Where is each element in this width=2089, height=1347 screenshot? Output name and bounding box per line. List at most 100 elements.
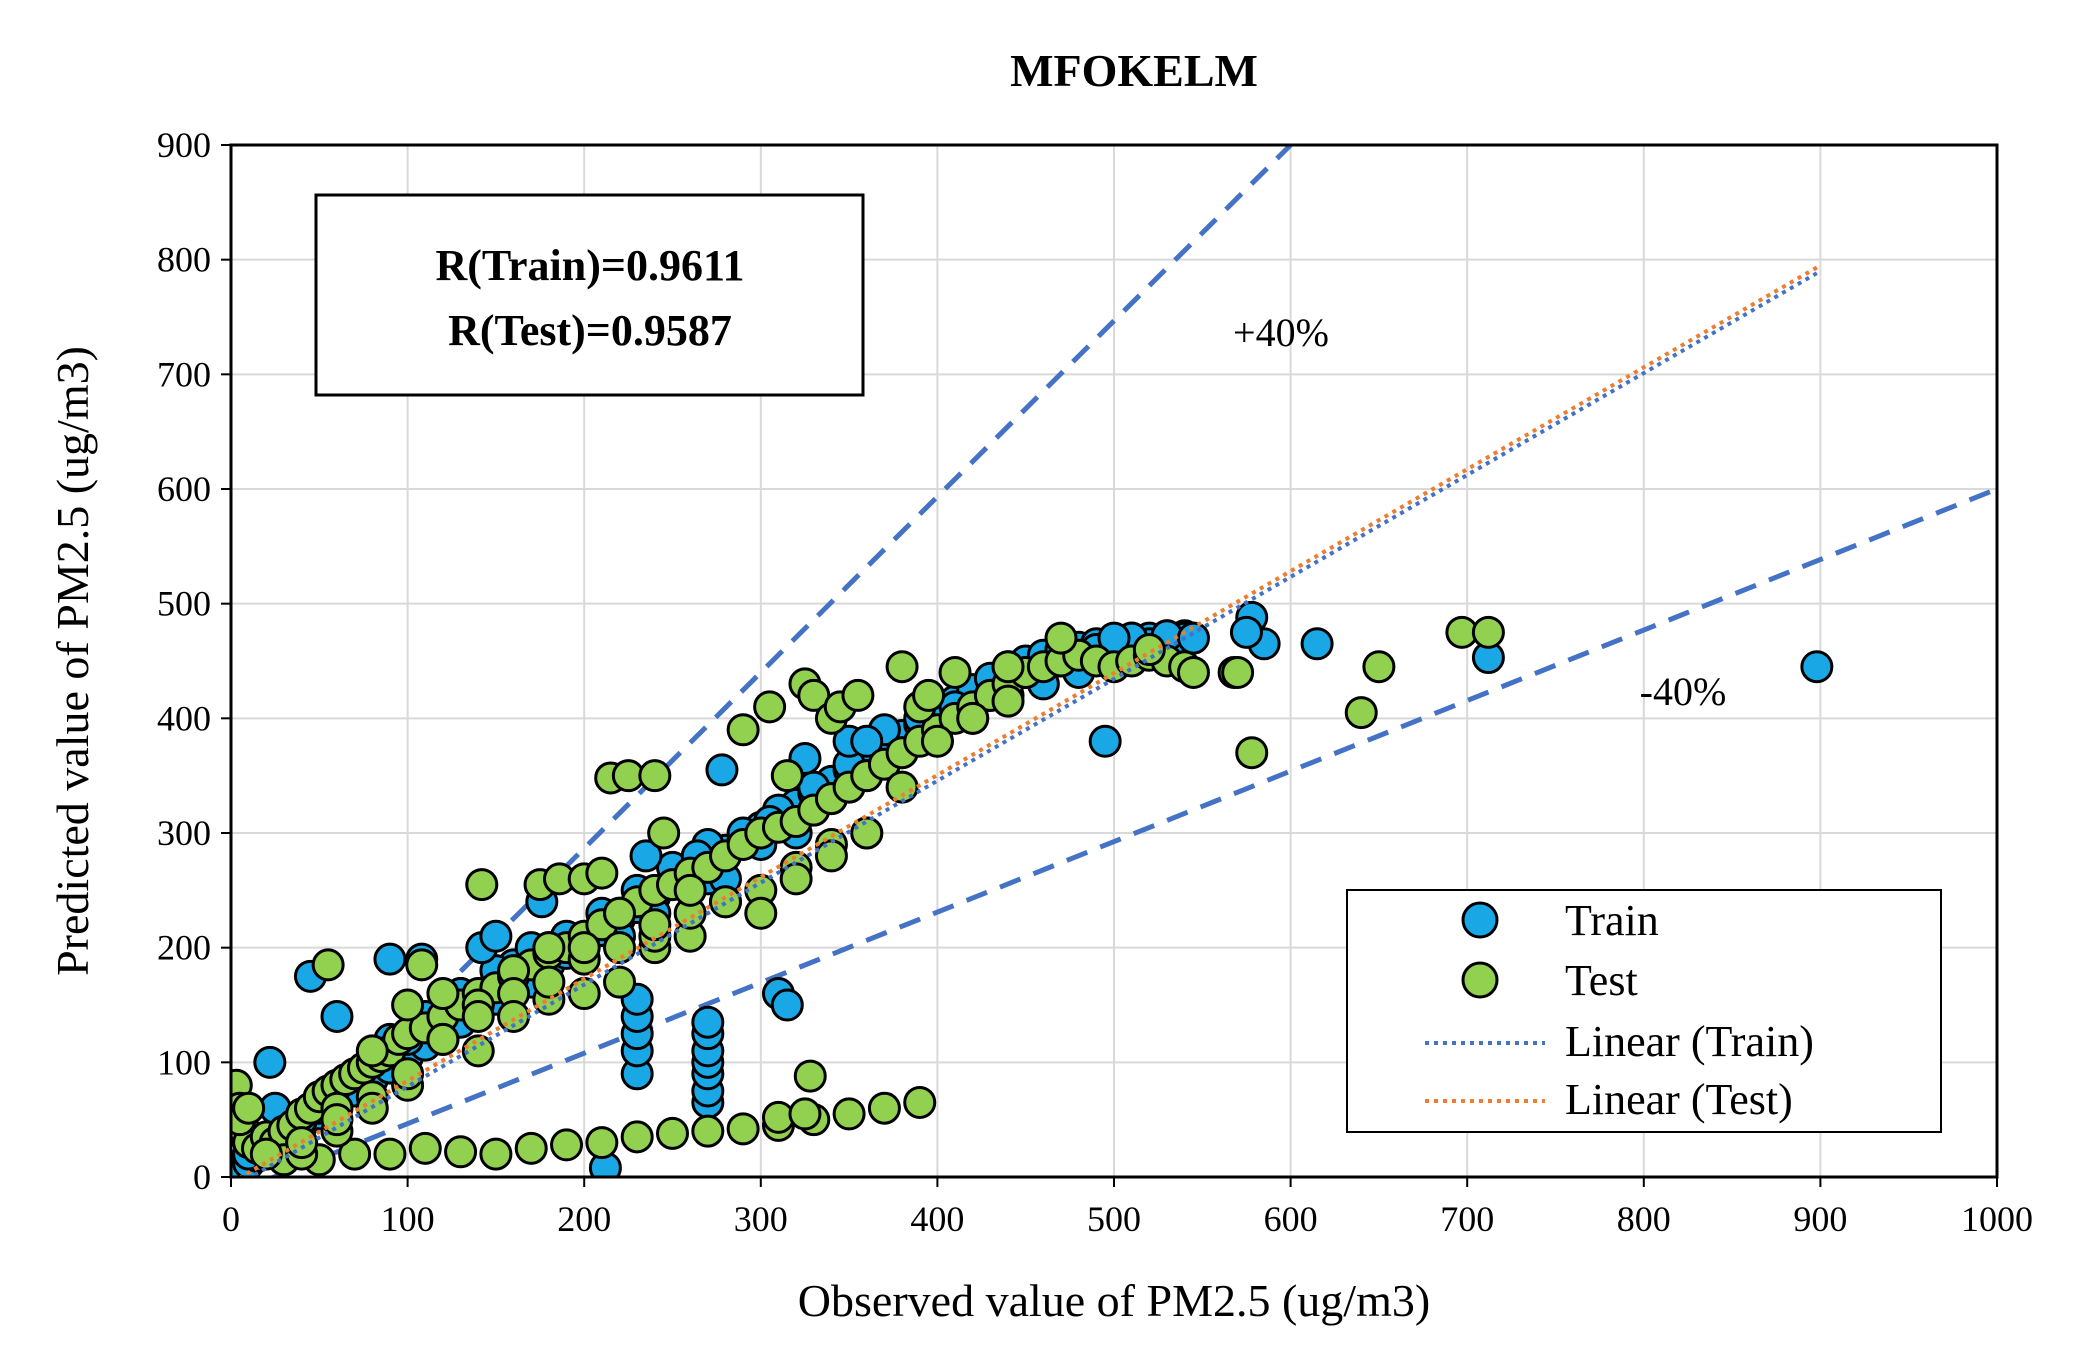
point-test (656, 1116, 689, 1150)
legend-train-marker (1461, 901, 1499, 939)
legend-test-marker (1461, 961, 1499, 999)
point-test (405, 948, 439, 982)
point-train (1229, 615, 1263, 649)
y-tick-label: 400 (157, 698, 211, 738)
data-points (231, 600, 1834, 1177)
point-test (408, 1131, 442, 1165)
y-tick-label: 700 (157, 354, 211, 394)
point-test (426, 977, 460, 1011)
point-test (867, 1091, 901, 1125)
x-axis-label: Observed value of PM2.5 (ug/m3) (798, 1275, 1430, 1326)
point-test (532, 965, 566, 999)
point-test (638, 759, 672, 793)
point-test (603, 896, 637, 930)
y-tick-label: 800 (157, 240, 211, 280)
point-test (788, 1097, 822, 1131)
y-tick-label: 600 (157, 469, 211, 509)
point-test (585, 1126, 619, 1160)
point-test (585, 856, 619, 890)
point-test (814, 839, 848, 873)
point-test (373, 1137, 407, 1171)
point-test (885, 770, 919, 804)
x-tick-label: 300 (734, 1199, 788, 1239)
point-train (373, 942, 407, 976)
point-test (726, 713, 760, 747)
legend-frame (1346, 889, 1942, 1133)
point-test (1344, 696, 1378, 730)
x-tick-label: 400 (910, 1199, 964, 1239)
point-test (603, 931, 637, 965)
point-train (691, 1005, 725, 1039)
point-train (1800, 650, 1834, 684)
point-test (1132, 633, 1166, 667)
point-train (850, 724, 884, 758)
point-test (532, 931, 566, 965)
point-test (461, 999, 495, 1033)
point-test (920, 724, 954, 758)
point-test (991, 650, 1025, 684)
chart-title: MFOKELM (1010, 45, 1258, 96)
point-test (753, 690, 787, 724)
point-test (832, 1097, 866, 1131)
x-tick-label: 0 (222, 1199, 240, 1239)
point-test (355, 1034, 389, 1068)
y-tick-label: 200 (157, 928, 211, 968)
y-axis-label: Predicted value of PM2.5 (ug/m3) (47, 346, 98, 976)
point-test (338, 1137, 372, 1171)
stats-box-frame (314, 193, 865, 397)
point-test (647, 816, 681, 850)
point-test (620, 1120, 654, 1154)
stats-box: R(Train)=0.9611 R(Test)=0.9587 (314, 193, 865, 397)
x-tick-label: 700 (1440, 1199, 1494, 1239)
point-train (320, 999, 354, 1033)
band-line (267, 486, 1997, 1177)
point-train (705, 753, 739, 787)
stats-train-r: R(Train)=0.9611 (435, 241, 744, 290)
point-test (638, 908, 672, 942)
y-tick-label: 900 (157, 125, 211, 165)
point-test (793, 1059, 827, 1093)
point-test (770, 759, 804, 793)
point-train (479, 919, 513, 953)
legend-test-label: Test (1565, 956, 1638, 1005)
legend: Train Test Linear (Train) Linear (Test) (1346, 889, 1942, 1133)
point-test (938, 655, 972, 689)
point-test (550, 1128, 584, 1162)
legend-train-label: Train (1565, 896, 1659, 945)
point-test (841, 678, 875, 712)
point-test (903, 1085, 937, 1119)
point-test (912, 678, 946, 712)
point-test (1362, 650, 1396, 684)
point-test (991, 684, 1025, 718)
point-test (673, 873, 707, 907)
point-test (956, 701, 990, 735)
point-test (426, 1022, 460, 1056)
band-label-plus-40: +40% (1233, 310, 1329, 355)
point-train (629, 839, 663, 873)
percent-bands (250, 145, 1997, 1177)
point-test (465, 868, 499, 902)
point-test (320, 1103, 354, 1137)
y-tick-label: 100 (157, 1042, 211, 1082)
point-test (726, 1112, 760, 1146)
point-test (391, 1057, 425, 1091)
point-test (885, 650, 919, 684)
point-test (1044, 621, 1078, 655)
point-train (1300, 627, 1334, 661)
point-test (479, 1137, 513, 1171)
point-test (567, 931, 601, 965)
point-test (514, 1131, 548, 1165)
x-tick-label: 500 (1087, 1199, 1141, 1239)
x-axis-ticks: 0 100 200 300 400 500 600 700 800 900 1000 (222, 1177, 2033, 1239)
legend-linear-test-label: Linear (Test) (1565, 1075, 1793, 1124)
point-test (232, 1091, 266, 1125)
point-test (1471, 615, 1505, 649)
point-train (1088, 724, 1122, 758)
point-test (603, 965, 637, 999)
point-test (311, 948, 345, 982)
stats-test-r: R(Test)=0.9587 (448, 306, 732, 355)
x-tick-label: 800 (1617, 1199, 1671, 1239)
point-test (1176, 655, 1210, 689)
point-train (770, 988, 804, 1022)
